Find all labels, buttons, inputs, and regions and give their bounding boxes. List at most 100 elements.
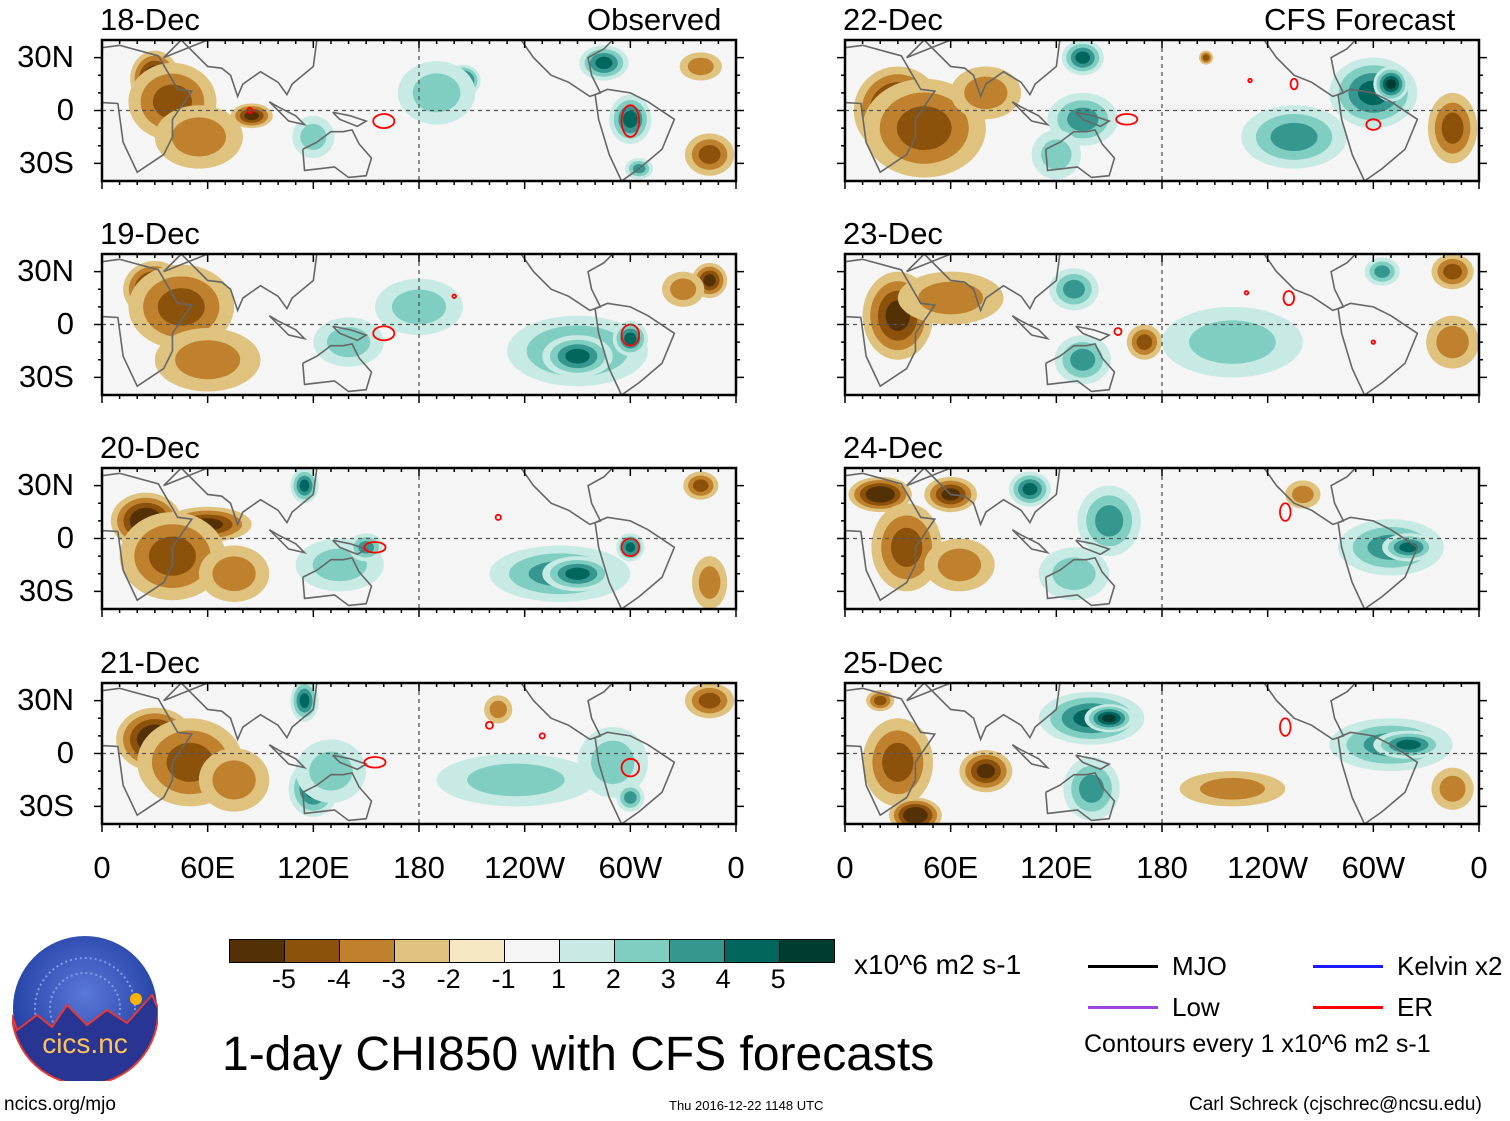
coastline xyxy=(1044,342,1116,393)
anomaly-region xyxy=(1385,79,1396,90)
anomaly-region xyxy=(890,527,923,567)
coastline xyxy=(1263,683,1357,741)
anomaly-region xyxy=(1399,542,1418,553)
anomaly-region xyxy=(1270,122,1318,152)
latitude-label: 30N xyxy=(17,682,74,717)
anomaly-region xyxy=(326,326,371,358)
er-contour xyxy=(620,104,641,138)
latitude-label: 0 xyxy=(56,306,74,341)
legend-label: MJO xyxy=(1172,951,1227,981)
panel-date: 24-Dec xyxy=(843,430,943,465)
colorbar-label: 5 xyxy=(770,964,786,994)
contour-note: Contours every 1 x10^6 m2 s-1 xyxy=(1084,1030,1431,1058)
anomaly-region xyxy=(1062,279,1085,299)
longitude-label: 60W xyxy=(1341,850,1406,885)
er-contour xyxy=(1279,502,1292,522)
longitude-label: 60E xyxy=(180,850,236,885)
colorbar xyxy=(229,939,835,963)
coastline xyxy=(1337,516,1419,609)
anomaly-region xyxy=(299,693,310,708)
anomaly-region xyxy=(595,56,613,70)
coastline xyxy=(332,325,369,342)
coastline xyxy=(163,254,318,313)
coastline xyxy=(268,529,308,554)
anomaly-region xyxy=(692,479,709,492)
er-contour xyxy=(1243,290,1250,296)
coastline xyxy=(1075,754,1112,771)
coastline xyxy=(1011,315,1051,340)
anomaly-region xyxy=(1292,485,1314,504)
main-title: 1-day CHI850 with CFS forecasts xyxy=(222,1028,935,1081)
legend-label: Kelvin x2 xyxy=(1397,951,1503,981)
latitude-label: 30S xyxy=(18,145,74,180)
er-contour xyxy=(372,113,396,130)
anomaly-region xyxy=(670,278,697,301)
latitude-label: 0 xyxy=(56,520,74,555)
coastline xyxy=(520,254,614,312)
colorbar-units: x10^6 m2 s-1 xyxy=(854,949,1022,980)
coastline xyxy=(268,744,308,769)
coastline xyxy=(906,468,1061,527)
coastline xyxy=(1011,529,1051,554)
coastline xyxy=(1075,539,1112,556)
coastline xyxy=(1011,744,1051,769)
latitude-label: 30N xyxy=(17,253,74,288)
cics-logo: cics.nc xyxy=(11,935,160,1086)
footer-link[interactable]: ncics.org/mjo xyxy=(4,1094,116,1115)
coastline xyxy=(163,40,318,99)
map-panel-23-Dec xyxy=(837,252,1487,403)
map-panel-19-Dec xyxy=(94,252,744,403)
er-contour xyxy=(538,732,546,740)
anomaly-region xyxy=(687,57,714,76)
anomaly-region xyxy=(309,751,353,791)
panel-date: 21-Dec xyxy=(100,645,200,680)
longitude-label: 180 xyxy=(393,850,445,885)
coastline xyxy=(594,516,676,609)
colorbar-swatch xyxy=(450,940,505,962)
anomaly-region xyxy=(1136,334,1153,350)
anomaly-region xyxy=(412,73,461,113)
map-panel-20-Dec xyxy=(94,466,744,617)
anomaly-region xyxy=(698,145,721,164)
er-contour xyxy=(485,720,494,730)
anomaly-region xyxy=(907,810,923,821)
panel-date: 18-Dec xyxy=(100,2,200,37)
anomaly-region xyxy=(1396,739,1421,750)
legend-label: ER xyxy=(1397,992,1434,1022)
longitude-label: 0 xyxy=(1470,850,1488,885)
anomaly-region xyxy=(1052,557,1096,591)
footer-timestamp: Thu 2016-12-22 1148 UTC xyxy=(669,1098,824,1113)
anomaly-region xyxy=(565,348,590,364)
er-contour xyxy=(1370,339,1376,345)
coastline xyxy=(163,468,318,527)
anomaly-region xyxy=(918,281,984,315)
longitude-label: 0 xyxy=(727,850,745,885)
colorbar-swatch xyxy=(725,940,780,962)
map-panel-25-Dec xyxy=(837,681,1487,832)
anomaly-region xyxy=(1443,263,1462,280)
anomaly-region xyxy=(157,288,205,326)
coastline xyxy=(1044,771,1116,822)
coastline xyxy=(301,128,373,179)
colorbar-swatch xyxy=(505,940,560,962)
anomaly-region xyxy=(976,763,996,779)
anomaly-region xyxy=(300,123,327,150)
anomaly-region xyxy=(624,791,637,804)
anomaly-region xyxy=(1439,775,1466,802)
latitude-label: 0 xyxy=(56,735,74,770)
anomaly-region xyxy=(964,76,1008,110)
coastline xyxy=(332,111,369,128)
longitude-label: 0 xyxy=(836,850,854,885)
anomaly-region xyxy=(882,742,914,782)
coastline xyxy=(1075,325,1112,342)
colorbar-label: 3 xyxy=(660,964,676,994)
colorbar-label: -1 xyxy=(491,964,516,994)
coastline xyxy=(906,254,1061,313)
colorbar-label: -5 xyxy=(271,964,296,994)
anomaly-region xyxy=(391,289,447,325)
anomaly-region xyxy=(624,332,637,345)
anomaly-region xyxy=(489,700,507,719)
anomaly-region xyxy=(937,548,982,582)
coastline xyxy=(332,754,369,771)
